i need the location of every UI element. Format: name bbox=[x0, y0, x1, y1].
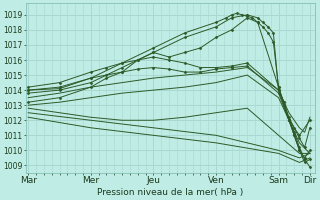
X-axis label: Pression niveau de la mer( hPa ): Pression niveau de la mer( hPa ) bbox=[97, 188, 244, 197]
